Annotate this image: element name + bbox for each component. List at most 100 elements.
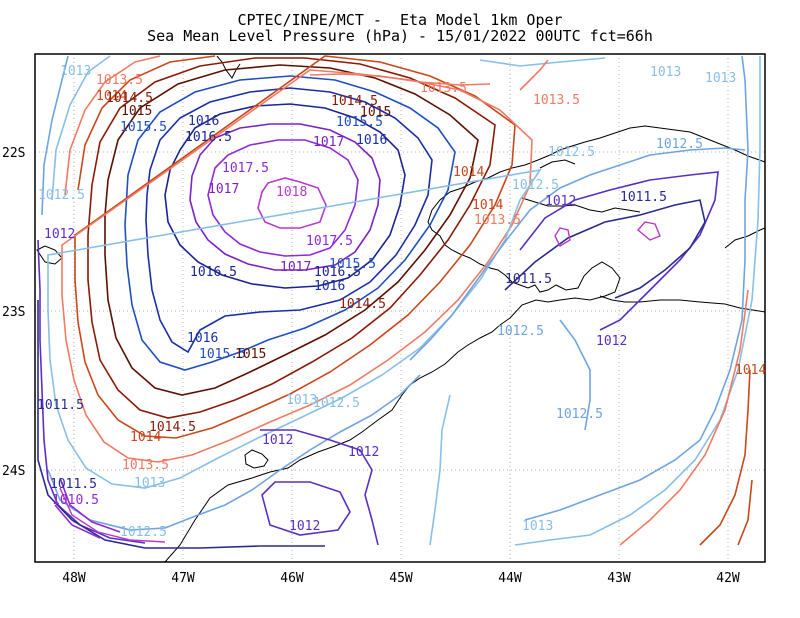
title-line-2: Sea Mean Level Pressure (hPa) - 15/01/20… [147,27,653,45]
isobar-1013 [47,55,606,489]
contour-label: 1011.5 [37,398,84,413]
isobar-1015-5 [124,75,456,371]
contour-label: 1016 [188,114,219,129]
contour-label: 1012 [44,227,75,242]
title-line-1: CPTEC/INPE/MCT - Eta Model 1km Oper [237,11,563,29]
contour-label: 1013 [134,476,165,491]
contour-label: 1013.5 [533,93,580,108]
contour-label: 1016.5 [190,265,237,280]
contour-label: 1013 [650,65,681,80]
x-tick-label: 43W [607,571,631,586]
contour-label: 1012.5 [512,178,559,193]
contour-label: 1017 [208,182,239,197]
isobar-1014-5 [87,57,496,419]
small-low-contour-2 [637,221,661,241]
contour-label: 1013.5 [122,458,169,473]
contour-label: 1015 [360,105,391,120]
contour-label: 1013 [522,519,553,534]
contour-label: 1012 [289,519,320,534]
contour-label: 1012 [348,445,379,460]
isobar-1018 [257,177,327,229]
contour-label: 1014 [130,430,161,445]
contour-label: 1017.5 [306,234,353,249]
contour-label: 1014 [735,363,766,378]
contour-label: 1012 [545,194,576,209]
isobar-1014-east [699,369,753,546]
x-tick-label: 46W [280,571,304,586]
x-tick-label: 42W [716,571,740,586]
contour-label: 1015.5 [336,115,383,130]
contour-label: 1017 [280,260,311,275]
contour-label: 1013 [705,71,736,86]
contour-label: 1012.5 [38,188,85,203]
contour-label: 1012.5 [497,324,544,339]
contour-label: 1016 [356,133,387,148]
plot-frame [34,53,766,563]
contour-label: 1012 [596,334,627,349]
contour-label: 1012.5 [556,407,603,422]
contour-label: 1012.5 [313,396,360,411]
contour-label: 1012.5 [120,525,167,540]
contour-label: 1011.5 [620,190,667,205]
x-axis: 48W 47W 46W 45W 44W 43W 42W [62,571,740,586]
contour-label: 1014 [453,165,484,180]
y-tick-label: 22S [2,146,25,161]
contour-label: 1014 [96,89,127,104]
contour-label: 1013.5 [474,213,521,228]
isobar-1012-5-east [524,55,749,521]
contour-labels: 1013 1013.5 1014 1014.5 1015 1015.5 1016… [37,64,766,540]
contour-label: 1013 [60,64,91,79]
contour-label: 1015.5 [199,347,246,362]
contour-label: 1014.5 [339,297,386,312]
isobar-1016-5 [164,103,406,289]
small-low-contour [554,227,571,247]
y-axis: 22S 23S 24S [2,146,25,479]
contour-label: 1011.5 [505,272,552,287]
contour-label: 1010.5 [52,493,99,508]
contour-label: 1014.5 [106,91,153,106]
isobar-1012 [37,171,719,546]
contour-label: 1011.5 [50,477,97,492]
isobar-1013-east [429,56,761,546]
isobar-1013-5-north [309,73,491,86]
contour-label: 1013.5 [96,73,143,88]
contour-label: 1014.5 [149,420,196,435]
contour-label: 1014.5 [331,94,378,109]
isobar-1014 [74,55,516,439]
contour-label: 1014 [472,198,503,213]
contour-label: 1015 [235,347,266,362]
isobar-1017-5 [207,139,359,257]
contour-label: 1012.5 [548,145,595,160]
contour-label: 1017.5 [222,161,269,176]
x-tick-label: 48W [62,571,86,586]
x-tick-label: 44W [498,571,522,586]
isobar-1012-5 [41,55,746,531]
contour-label: 1015.5 [329,257,376,272]
isobar-1010-5 [54,477,121,539]
contour-label: 1016.5 [314,265,361,280]
isobar-1017 [189,123,381,271]
contour-label: 1013.5 [420,81,467,96]
x-tick-label: 47W [171,571,195,586]
contour-label: 1013 [286,393,317,408]
isobar-1013-5 [61,55,533,463]
contour-label: 1016 [314,279,345,294]
isobar-1016 [145,87,433,354]
isobar-1015 [104,64,479,396]
contour-label: 1018 [276,185,307,200]
isobar-1011-5 [37,199,706,549]
isobar-1011 [59,487,166,543]
chart-title: CPTEC/INPE/MCT - Eta Model 1km Oper Sea … [0,12,800,44]
contour-label: 1012.5 [656,137,703,152]
contour-label: 1016 [187,331,218,346]
y-tick-label: 24S [2,464,25,479]
contour-label: 1012 [262,433,293,448]
coast-islands [521,159,641,213]
contour-label: 1015 [121,104,152,119]
coastline [36,55,766,563]
contour-label: 1017 [313,135,344,150]
y-tick-label: 23S [2,305,25,320]
isobar-1013-5-east [519,59,749,546]
x-tick-label: 45W [389,571,413,586]
